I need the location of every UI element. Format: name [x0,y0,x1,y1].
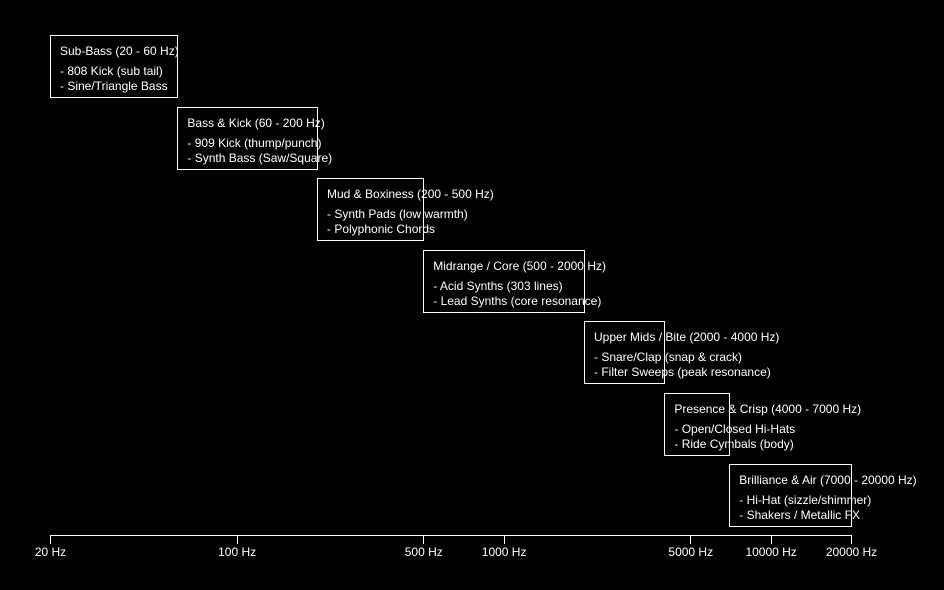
band-item: - Hi-Hat (sizzle/shimmer) [739,493,872,507]
axis-tick-label: 1000 Hz [481,545,527,559]
band-sub-bass: Sub-Bass (20 - 60 Hz) - 808 Kick (sub ta… [50,35,179,98]
band-item: - Ride Cymbals (body) [674,436,794,451]
band-item: - Acid Synths (303 lines) [433,278,563,293]
axis-tick-label: 5000 Hz [668,545,714,559]
axis-tick-label: 500 Hz [404,545,443,559]
band-title: Bass & Kick (60 - 200 Hz) [187,115,325,130]
band-midrange-core: Midrange / Core (500 - 2000 Hz) - Acid S… [423,249,606,313]
band-item: - Synth Pads (low warmth) [327,207,468,221]
axis-tick [236,535,238,544]
axis-tick [503,535,505,544]
axis-tick-label: 20000 Hz [825,545,878,559]
axis-tick [690,535,692,544]
axis-tick-label: 100 Hz [218,545,257,559]
band-item: - Open/Closed Hi-Hats [674,421,796,436]
band-presence-crisp: Presence & Crisp (4000 - 7000 Hz) - Open… [664,392,861,456]
axis-tick [770,535,772,544]
band-title: Presence & Crisp (4000 - 7000 Hz) [674,401,862,416]
band-mud-boxiness: Mud & Boxiness (200 - 500 Hz) - Synth Pa… [317,178,494,241]
band-item: - Synth Bass (Saw/Square) [187,150,333,165]
band-title: Midrange / Core (500 - 2000 Hz) [433,258,606,273]
band-item: - Shakers / Metallic FX [739,508,860,522]
band-item: - 909 Kick (thump/punch) [187,135,322,150]
band-title: Mud & Boxiness (200 - 500 Hz) [327,187,494,201]
band-brilliance-air: Brilliance & Air (7000 - 20000 Hz) - Hi-… [729,464,917,527]
axis-tick [50,535,51,544]
axis-tick [851,535,852,544]
band-title: Brilliance & Air (7000 - 20000 Hz) [739,473,917,487]
band-title: Sub-Bass (20 - 60 Hz) [60,44,179,58]
axis-tick-label: 20 Hz [34,545,67,559]
axis-tick-label: 10000 Hz [745,545,797,559]
band-item: - Sine/Triangle Bass [60,79,168,93]
axis-tick [423,535,425,544]
band-item: - Filter Sweeps (peak resonance) [594,365,771,379]
band-item: - Lead Synths (core resonance) [433,293,602,308]
band-upper-mids-bite: Upper Mids / Bite (2000 - 4000 Hz) - Sna… [584,321,779,384]
band-bass-kick: Bass & Kick (60 - 200 Hz) - 909 Kick (th… [177,106,332,170]
band-item: - Polyphonic Chords [327,222,436,236]
band-item: - 808 Kick (sub tail) [60,64,163,78]
band-title: Upper Mids / Bite (2000 - 4000 Hz) [594,330,780,344]
band-item: - Snare/Clap (snap & crack) [594,350,743,364]
frequency-axis-line [50,535,851,536]
